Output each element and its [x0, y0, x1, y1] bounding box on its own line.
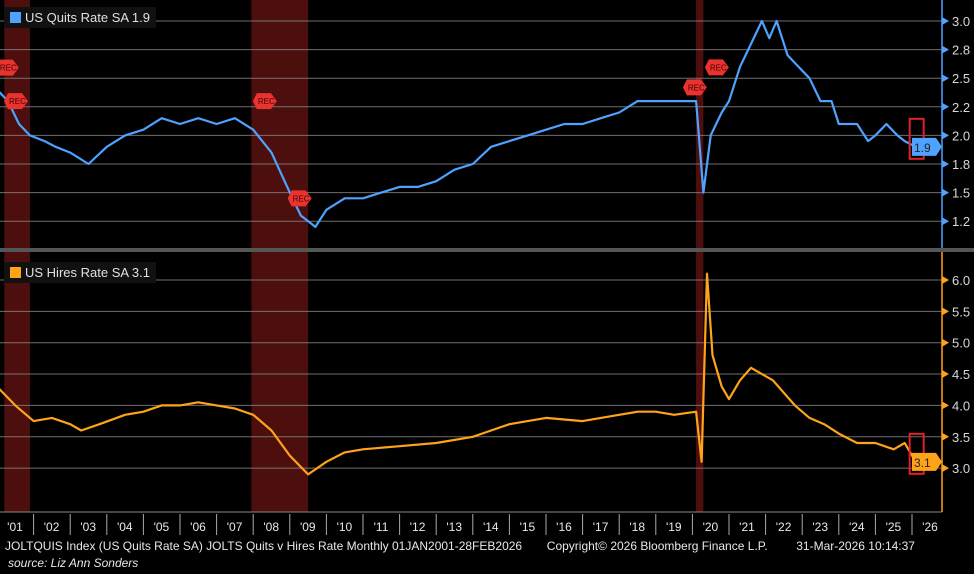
xtick-label: '10 [337, 520, 353, 534]
xtick-label: '04 [117, 520, 133, 534]
ytick-marker [942, 370, 949, 379]
footer: JOLTQUIS Index (US Quits Rate SA) JOLTS … [5, 539, 915, 553]
ytick-marker [942, 432, 949, 441]
legend-swatch-hires [10, 267, 21, 278]
rec-marker-icon [252, 93, 277, 110]
ytick-marker [942, 102, 949, 111]
ytick-label: 4.5 [952, 367, 970, 382]
ytick-label: 3.5 [952, 430, 970, 445]
last-value-badge [912, 452, 942, 471]
xtick-label: '20 [703, 520, 719, 534]
recession-band [696, 0, 704, 248]
xtick-label: '18 [629, 520, 645, 534]
ytick-marker [942, 464, 949, 473]
ytick-marker [942, 45, 949, 54]
xtick-label: '12 [410, 520, 426, 534]
ytick-label: 2.8 [952, 43, 970, 58]
xtick-label: '21 [739, 520, 755, 534]
xtick-label: '24 [849, 520, 865, 534]
recession-band [4, 0, 30, 248]
xtick-label: '26 [922, 520, 938, 534]
xtick-label: '05 [154, 520, 170, 534]
ytick-label: 3.0 [952, 14, 970, 29]
rec-marker-icon [0, 59, 19, 76]
ytick-marker [942, 217, 949, 226]
ytick-label: 5.5 [952, 304, 970, 319]
ytick-label: 1.8 [952, 157, 970, 172]
xtick-label: '19 [666, 520, 682, 534]
ytick-label: 2.2 [952, 100, 970, 115]
legend-label-hires: US Hires Rate SA 3.1 [25, 265, 150, 280]
xtick-label: '11 [374, 520, 389, 534]
xtick-label: '06 [190, 520, 206, 534]
xtick-label: '02 [44, 520, 60, 534]
xtick-label: '03 [80, 520, 96, 534]
recession-band [251, 0, 309, 248]
xtick-label: '09 [300, 520, 316, 534]
quits-series-line [0, 19, 917, 228]
xtick-label: '01 [7, 520, 23, 534]
xtick-label: '17 [593, 520, 609, 534]
ytick-marker [942, 338, 949, 347]
last-value-label: 3.1 [914, 456, 931, 470]
ytick-label: 6.0 [952, 273, 970, 288]
rec-marker-icon [704, 59, 729, 76]
ytick-label: 5.0 [952, 336, 970, 351]
last-value-label: 1.9 [914, 141, 931, 155]
legend-swatch-quits [10, 12, 21, 23]
xtick-label: '08 [263, 520, 279, 534]
panel-separator [0, 248, 974, 252]
legend-label-quits: US Quits Rate SA 1.9 [25, 10, 151, 25]
recession-band [251, 252, 309, 512]
ytick-label: 2.0 [952, 128, 970, 143]
legend-quits: US Quits Rate SA 1.9 [4, 7, 157, 28]
xtick-label: '23 [812, 520, 828, 534]
xtick-label: '07 [227, 520, 243, 534]
rec-marker-icon [3, 93, 28, 110]
ytick-marker [942, 401, 949, 410]
legend-hires: US Hires Rate SA 3.1 [4, 262, 156, 283]
footer-copyright: Copyright© 2026 Bloomberg Finance L.P. [546, 539, 768, 553]
hires-series-line [0, 272, 917, 476]
ytick-marker [942, 74, 949, 83]
rec-marker-label: REC [293, 194, 310, 203]
rec-marker-label: REC [688, 83, 705, 92]
ytick-label: 3.0 [952, 461, 970, 476]
xtick-label: '16 [556, 520, 572, 534]
ytick-marker [942, 307, 949, 316]
ytick-marker [942, 17, 949, 25]
ytick-marker [942, 188, 949, 197]
ytick-label: 1.2 [952, 214, 970, 229]
xtick-label: '15 [520, 520, 536, 534]
ytick-marker [942, 131, 949, 140]
ytick-marker [942, 160, 949, 168]
rec-marker-label: REC [0, 64, 17, 73]
rec-marker-label: REC [9, 97, 26, 106]
ytick-label: 1.5 [952, 186, 970, 201]
rec-marker-label: REC [710, 63, 727, 72]
footer-description: JOLTQUIS Index (US Quits Rate SA) JOLTS … [5, 539, 523, 553]
xtick-label: '22 [776, 520, 792, 534]
rec-marker-label: REC [258, 97, 275, 106]
rec-marker-icon [682, 79, 707, 96]
xtick-label: '14 [483, 520, 499, 534]
source-note: source: Liz Ann Sonders [8, 556, 139, 570]
recession-band [696, 252, 704, 512]
xtick-label: '25 [886, 520, 902, 534]
last-value-badge [912, 137, 942, 156]
footer-timestamp: 31-Mar-2026 10:14:37 [796, 539, 915, 553]
xtick-label: '13 [446, 520, 462, 534]
ytick-marker [942, 276, 949, 284]
ytick-label: 2.5 [952, 71, 970, 86]
recession-band [4, 252, 30, 512]
ytick-label: 4.0 [952, 398, 970, 413]
rec-marker-icon [287, 190, 312, 207]
